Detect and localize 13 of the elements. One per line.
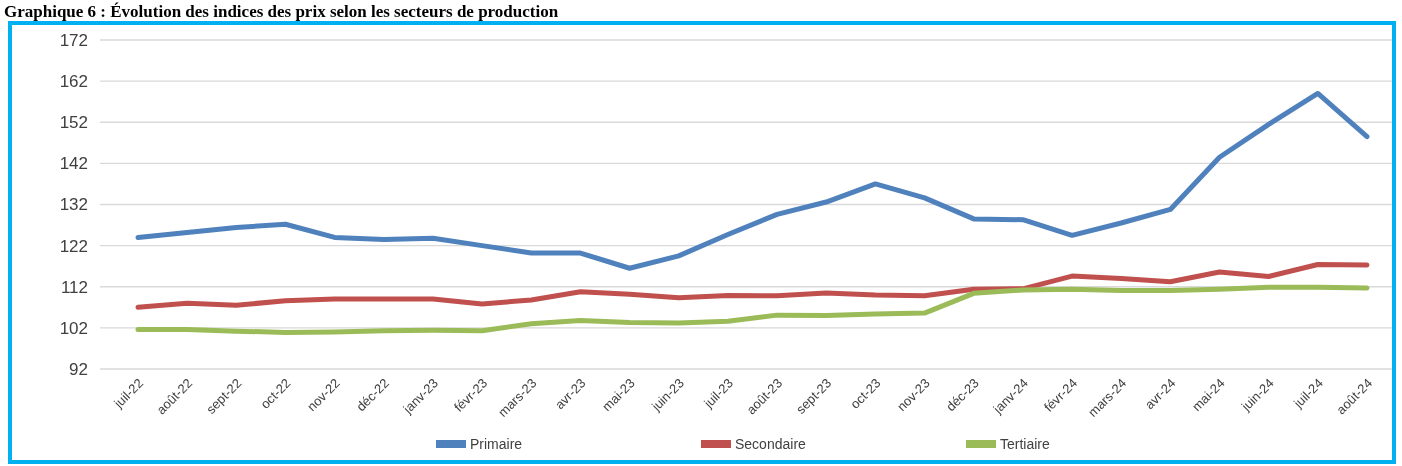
chart-title: Graphique 6 : Évolution des indices des prix selon les secteurs de production [4,2,559,21]
y-tick-label: 142 [59,154,88,174]
y-tick-label: 132 [59,195,88,215]
legend-label: Tertiaire [1000,435,1051,452]
legend-label: Primaire [470,435,523,452]
legend-label: Secondaire [735,435,807,452]
y-tick-label: 102 [59,318,88,338]
y-tick-label: 92 [69,359,88,379]
y-tick-label: 152 [59,113,88,133]
y-tick-label: 122 [59,236,88,256]
y-tick-label: 162 [59,72,88,92]
y-tick-label: 112 [60,277,88,297]
y-tick-label: 172 [59,30,88,50]
